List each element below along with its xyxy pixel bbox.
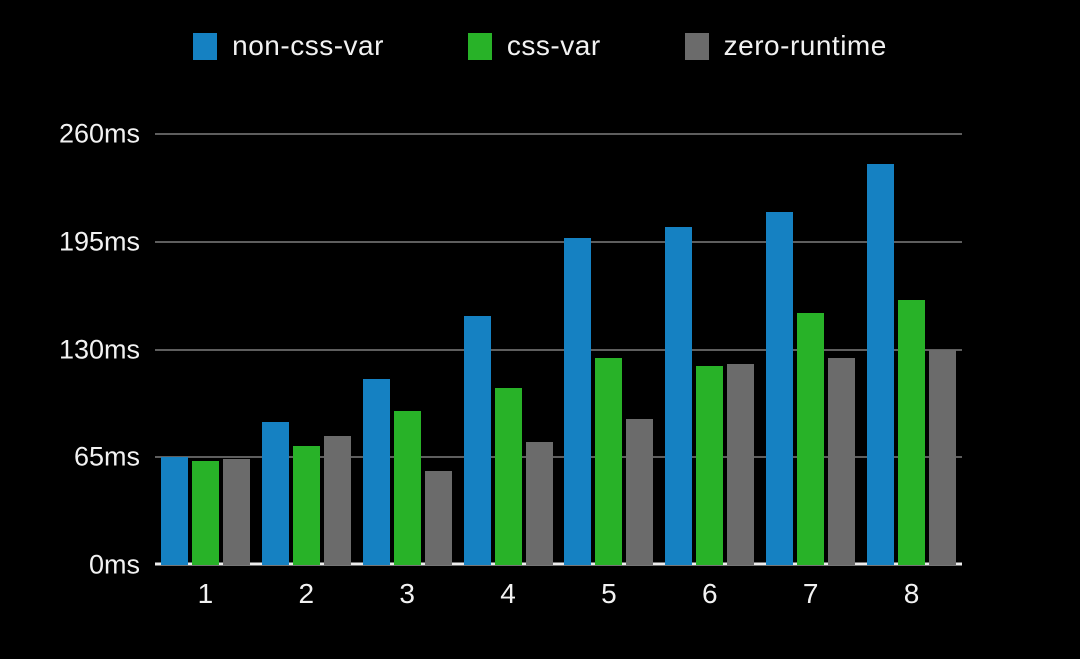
bar-non-css-var-5 [564,238,592,565]
bar-non-css-var-6 [665,226,693,565]
bar-css-var-8 [898,299,926,565]
bar-group-4 [458,134,559,565]
bar-css-var-7 [797,313,825,565]
bar-zero-runtime-6 [727,364,755,565]
bar-zero-runtime-4 [525,442,553,565]
bar-group-8 [861,134,962,565]
bar-zero-runtime-8 [929,349,957,565]
legend-swatch-icon [193,32,218,60]
bar-non-css-var-8 [867,163,895,565]
bar-non-css-var-1 [160,457,188,565]
bar-css-var-3 [393,410,421,565]
bar-css-var-1 [191,460,219,565]
legend-item-css-var: css-var [467,30,601,62]
x-tick-label: 4 [500,578,516,609]
bar-group-5 [559,134,660,565]
bar-group-6 [659,134,760,565]
x-tick-label: 5 [601,578,617,609]
x-tick-label: 1 [197,578,214,609]
y-tick-label: 195ms [58,226,140,257]
y-tick-label: 130ms [58,334,140,364]
bar-group-3 [357,134,458,565]
legend-swatch-icon [467,32,492,60]
bar-group-1 [155,134,256,565]
y-tick-label: 65ms [73,441,140,472]
legend-item-zero-runtime: zero-runtime [684,30,887,62]
x-tick-label: 6 [702,578,718,609]
legend-label: non-css-var [232,30,384,61]
y-tick-label: 0ms [88,549,140,580]
y-axis-labels: 0ms 65ms 130ms 195ms 260ms [30,120,140,578]
bar-non-css-var-7 [766,211,794,565]
bar-css-var-6 [696,366,724,565]
bar-zero-runtime-2 [323,435,351,565]
x-axis-line [155,562,962,566]
bar-non-css-var-3 [362,379,390,565]
bar-css-var-4 [494,387,522,565]
legend-swatch-icon [684,32,709,60]
x-tick-label: 3 [399,578,415,609]
bar-zero-runtime-1 [222,458,250,565]
bar-non-css-var-2 [261,422,289,565]
chart-legend: non-css-var css-var zero-runtime [0,30,1080,62]
bars-layer [155,134,962,565]
bar-css-var-2 [292,445,320,565]
bar-group-7 [760,134,861,565]
x-axis-labels: 1 2 3 4 5 6 7 8 [155,578,962,610]
bar-non-css-var-4 [463,316,491,565]
gridline [155,456,962,458]
legend-label: zero-runtime [723,30,887,61]
legend-label: css-var [506,30,601,61]
y-tick-label: 260ms [58,118,140,149]
x-tick-label: 7 [802,578,819,609]
bar-zero-runtime-3 [424,470,452,565]
bar-zero-runtime-5 [626,419,654,565]
bar-group-2 [256,134,357,565]
x-tick-label: 8 [903,578,920,609]
gridline [155,133,962,135]
bar-css-var-5 [595,357,623,565]
bar-zero-runtime-7 [828,357,856,565]
x-tick-label: 2 [298,578,315,609]
plot-area [155,133,962,566]
gridline [155,241,962,243]
legend-item-non-css-var: non-css-var [193,30,384,62]
gridline [155,349,962,350]
